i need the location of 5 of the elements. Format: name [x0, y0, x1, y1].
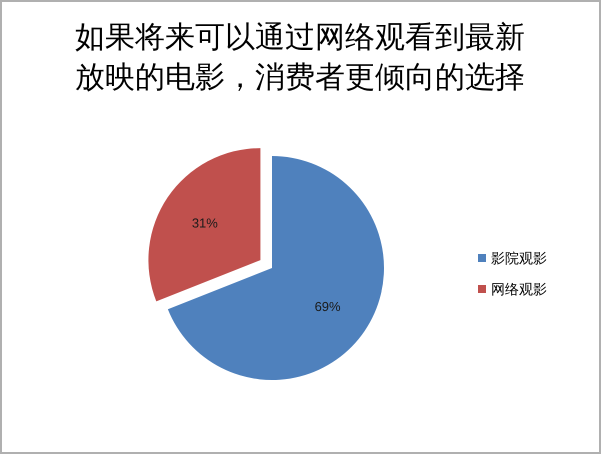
legend-label: 影院观影 [491, 250, 547, 266]
chart-title: 如果将来可以通过网络观看到最新放映的电影，消费者更倾向的选择 [74, 20, 526, 96]
data-label: 31% [192, 215, 218, 230]
legend-label: 网络观影 [491, 281, 547, 297]
data-label: 69% [314, 298, 342, 314]
